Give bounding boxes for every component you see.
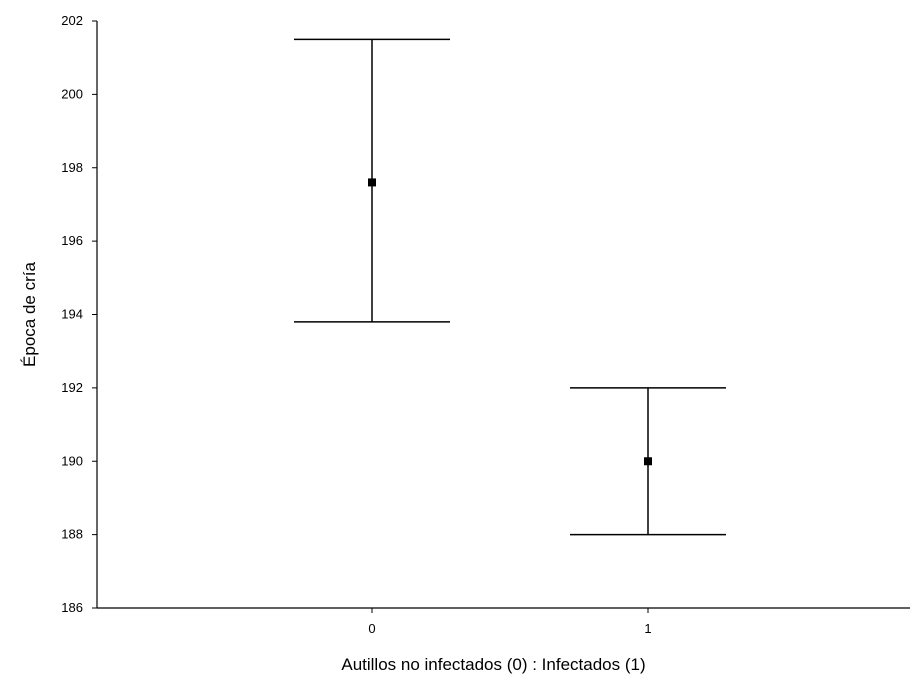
x-tick-label: 1 (644, 621, 651, 636)
y-axis-ticks: 186 188 190 192 194 196 198 200 202 (61, 13, 97, 615)
y-tick-label: 202 (61, 13, 83, 28)
y-tick-label: 192 (61, 380, 83, 395)
y-tick-label: 200 (61, 86, 83, 101)
y-axis-label: Época de cría (20, 262, 39, 367)
y-tick-label: 196 (61, 233, 83, 248)
error-bars (294, 38, 726, 536)
x-axis-label: Autillos no infectados (0) : Infectados … (341, 655, 645, 674)
mean-point (644, 457, 652, 466)
y-tick-label: 198 (61, 160, 83, 175)
y-tick-label: 188 (61, 527, 83, 542)
y-tick-label: 190 (61, 453, 83, 468)
error-bar-group-1 (570, 387, 726, 536)
mean-point (368, 178, 376, 187)
y-tick-label: 194 (61, 307, 83, 322)
error-bar-group-0 (294, 38, 450, 323)
y-tick-label: 186 (61, 600, 83, 615)
x-tick-label: 0 (368, 621, 375, 636)
